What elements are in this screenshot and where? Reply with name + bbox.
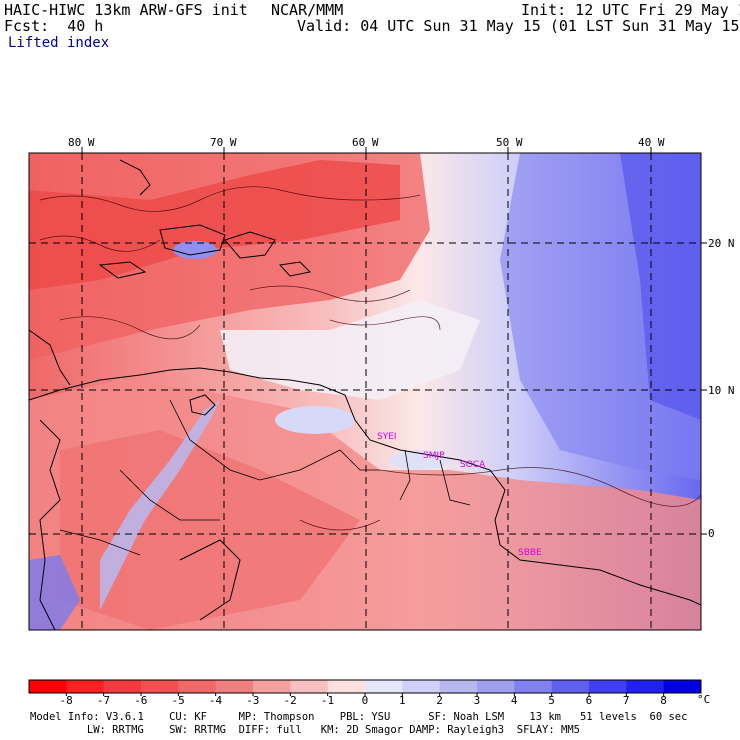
field-name: Lifted index	[8, 35, 110, 51]
colorbar-tick-label: 8	[660, 694, 667, 707]
colorbar-tick-label: -7	[96, 694, 111, 707]
colorbar-tick-label: 7	[622, 694, 630, 707]
colorbar-tick-label: 1	[398, 694, 406, 707]
station-label-syei: SYEI	[377, 432, 397, 442]
colorbar-tick-label: -1	[320, 694, 335, 707]
colorbar-swatch	[215, 680, 254, 693]
colorbar-tick-label: -3	[246, 694, 260, 707]
lon-label-40w: 40 W	[638, 136, 665, 149]
init-time: Init: 12 UTC Fri 29 May 15	[521, 1, 740, 19]
colorbar-tick-label: -4	[208, 694, 223, 707]
lon-label-70w: 70 W	[210, 136, 237, 149]
colorbar-swatch	[29, 680, 67, 693]
colorbar-swatch	[290, 680, 329, 693]
lat-label-10n: 10 N	[708, 384, 735, 397]
colorbar-swatch	[402, 680, 441, 693]
colorbar-swatch	[551, 680, 590, 693]
colorbar-tick-label: 3	[473, 694, 481, 707]
graticule	[29, 153, 701, 630]
colorbar-swatch	[589, 680, 627, 693]
colorbar-tick-label: 6	[585, 694, 593, 707]
org-label: NCAR/MMM	[271, 1, 344, 19]
station-label-soca: SOCA	[460, 460, 486, 470]
colorbar-swatch	[178, 680, 217, 693]
lat-label-20n: 20 N	[708, 237, 735, 250]
map-frame	[28, 152, 702, 631]
model-info-line2: LW: RRTMG SW: RRTMG DIFF: full KM: 2D Sm…	[30, 724, 580, 736]
colorbar-swatch	[103, 680, 142, 693]
coastlines	[29, 159, 701, 630]
colorbar-swatch	[253, 680, 291, 693]
contour-lines	[39, 186, 701, 531]
colorbar-tick-label: 2	[436, 694, 443, 707]
axis-ticks	[81, 147, 707, 535]
colorbar-tick-label: -6	[134, 694, 148, 707]
colorbar-swatch	[365, 680, 403, 693]
colorbar-tick-label: 0	[361, 694, 369, 707]
colorbar-tick-label: -2	[283, 694, 297, 707]
lat-label-0: 0	[708, 527, 715, 540]
colorbar-tick-label: 5	[548, 694, 555, 707]
country-borders	[59, 399, 471, 556]
model-title: HAIC-HIWC 13km ARW-GFS init	[4, 1, 248, 19]
colorbar-swatch	[439, 680, 478, 693]
colorbar-swatch	[663, 680, 702, 693]
station-label-smjp: SMJP	[423, 451, 445, 461]
colorbar-swatch	[66, 680, 105, 693]
lon-label-60w: 60 W	[352, 136, 379, 149]
valid-time: Valid: 04 UTC Sun 31 May 15 (01 LST Sun …	[297, 17, 740, 35]
forecast-hour: Fcst: 40 h	[4, 17, 104, 35]
colorbar-unit: °C	[697, 693, 711, 706]
lon-label-80w: 80 W	[68, 136, 95, 149]
colorbar-swatch	[514, 680, 553, 693]
colorbar-swatch	[327, 680, 366, 693]
lon-label-50w: 50 W	[496, 136, 523, 149]
field-shading	[29, 153, 701, 630]
colorbar-tick-label: 4	[510, 694, 518, 707]
colorbar-tick-label: -5	[171, 694, 185, 707]
colorbar	[28, 679, 702, 696]
colorbar-swatch	[141, 680, 179, 693]
station-label-sbbe: SBBE	[518, 548, 542, 558]
colorbar-swatch	[626, 680, 665, 693]
colorbar-tick-label: -8	[59, 694, 73, 707]
colorbar-swatch	[477, 680, 515, 693]
model-info-line1: Model Info: V3.6.1 CU: KF MP: Thompson P…	[30, 711, 688, 723]
